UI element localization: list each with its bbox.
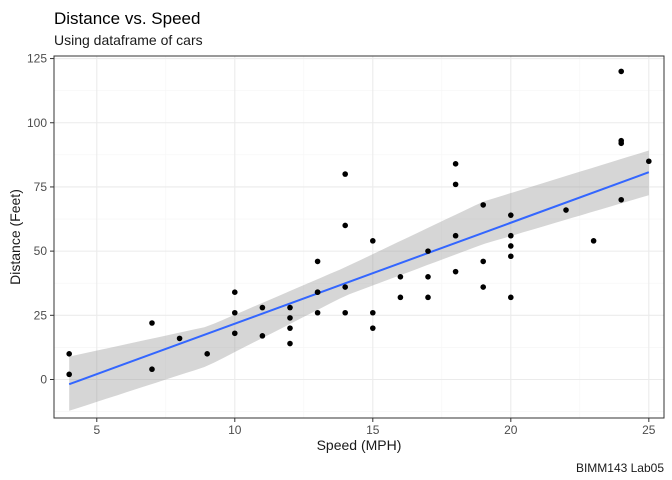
x-axis: 5 10 15 20 25 <box>93 418 656 437</box>
data-point <box>66 371 72 378</box>
data-point <box>508 253 514 260</box>
data-point <box>480 202 487 208</box>
y-tick-label: 100 <box>27 116 47 130</box>
data-point <box>287 340 293 347</box>
data-point <box>231 309 238 316</box>
x-axis-title: Speed (MPH) <box>317 437 402 453</box>
data-point <box>231 330 238 337</box>
regression-line-path <box>68 171 650 386</box>
x-tick-label: 5 <box>93 423 100 437</box>
data-point <box>370 309 376 316</box>
data-point <box>231 289 238 295</box>
data-point <box>508 243 514 249</box>
data-point <box>618 196 625 203</box>
data-point <box>66 351 72 357</box>
x-tick-label: 20 <box>504 423 518 437</box>
data-point <box>425 273 431 280</box>
data-point <box>314 309 321 316</box>
data-point <box>287 315 293 321</box>
chart-subtitle: Using dataframe of cars <box>54 32 203 48</box>
data-point <box>287 304 293 311</box>
data-point <box>397 273 404 280</box>
x-tick-label: 10 <box>228 423 242 437</box>
data-point <box>149 366 155 373</box>
data-point <box>287 325 293 331</box>
data-point <box>342 284 348 290</box>
data-point <box>397 294 404 301</box>
data-point <box>314 258 321 265</box>
data-point <box>508 212 514 218</box>
data-point <box>149 320 155 326</box>
data-point <box>590 238 597 244</box>
data-point <box>342 171 348 177</box>
y-axis: 0 25 50 75 100 125 <box>27 52 54 386</box>
data-point <box>618 68 625 75</box>
x-tick-label: 15 <box>366 423 380 437</box>
chart-title: Distance vs. Speed <box>54 9 200 28</box>
data-point <box>452 181 459 188</box>
data-point <box>204 351 210 357</box>
data-point <box>646 158 652 165</box>
y-tick-label: 50 <box>34 244 48 258</box>
data-point <box>480 258 487 265</box>
data-point <box>342 309 348 316</box>
data-point <box>425 294 431 301</box>
data-point <box>259 304 266 311</box>
regression-line <box>68 171 650 386</box>
y-tick-label: 125 <box>27 52 47 66</box>
data-point <box>342 222 348 229</box>
confidence-ribbon <box>69 150 649 411</box>
data-point <box>452 161 459 167</box>
data-point <box>508 232 514 239</box>
data-point <box>452 232 459 239</box>
data-points <box>66 68 652 378</box>
data-point <box>480 284 487 290</box>
y-axis-title: Distance (Feet) <box>7 189 23 285</box>
y-tick-label: 75 <box>34 180 48 194</box>
data-point <box>618 137 625 144</box>
data-point <box>452 268 459 275</box>
data-point <box>314 289 321 295</box>
chart-caption: BIMM143 Lab05 <box>576 461 664 475</box>
data-point <box>259 333 266 339</box>
panel-border <box>53 55 665 419</box>
x-tick-label: 25 <box>642 423 656 437</box>
y-tick-label: 25 <box>34 308 48 322</box>
data-point <box>563 207 569 213</box>
data-point <box>370 238 376 244</box>
data-point <box>425 248 431 254</box>
confidence-ribbon-area <box>69 150 649 411</box>
data-point <box>508 294 514 301</box>
data-point <box>370 325 376 331</box>
data-point <box>176 335 183 342</box>
y-tick-label: 0 <box>40 372 47 386</box>
